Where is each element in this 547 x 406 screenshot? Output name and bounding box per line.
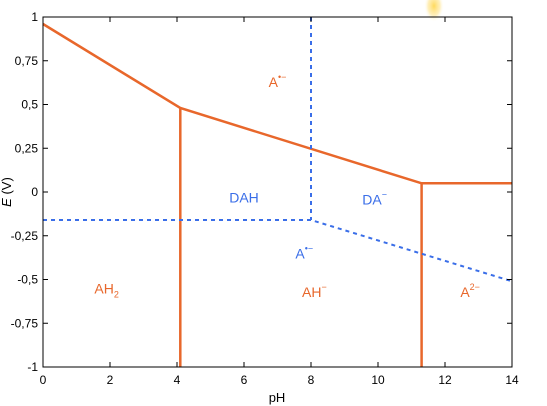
- x-axis-title: pH: [269, 390, 286, 405]
- region-label-4: AH2: [94, 281, 118, 300]
- region-label-0: A•−: [269, 72, 287, 90]
- region-label-2: DA−: [362, 189, 387, 207]
- x-tick-label: 12: [438, 373, 452, 387]
- y-tick-label: 0,25: [15, 141, 39, 155]
- x-tick-label: 2: [107, 373, 114, 387]
- region-label-3: A•−: [295, 244, 313, 262]
- region-label-5: AH−: [302, 282, 327, 300]
- x-tick-label: 14: [505, 373, 519, 387]
- x-tick-label: 6: [241, 373, 248, 387]
- x-tick-label: 0: [40, 373, 47, 387]
- y-tick-label: -0,5: [17, 273, 38, 287]
- y-axis-title: E (V): [0, 177, 14, 207]
- y-tick-label: -0,25: [11, 229, 39, 243]
- y-tick-label: 1: [31, 10, 38, 24]
- y-tick-label: -0,75: [11, 316, 39, 330]
- decorative-glow: [424, 0, 444, 22]
- x-tick-label: 10: [371, 373, 385, 387]
- series-layer: [42, 17, 513, 367]
- axis-ticks: 0 2 4 6 8 10 12 14 1 0,75 0,5 0,25 0 -0,25 -0,5 -0,75 -1: [11, 10, 519, 387]
- region-labels: A•− DAH DA− A•− AH2 AH− A2−: [94, 72, 480, 300]
- x-tick-label: 4: [174, 373, 181, 387]
- region-label-6: A2−: [460, 282, 480, 300]
- y-tick-label: 0,5: [21, 98, 38, 112]
- x-tick-label: 8: [308, 373, 315, 387]
- y-tick-label: 0,75: [15, 54, 39, 68]
- y-tick-label: 0: [31, 185, 38, 199]
- dashed-boundary-3: [43, 219, 513, 283]
- y-tick-label: -1: [27, 360, 38, 374]
- plot-frame: [42, 16, 513, 368]
- region-label-1: DAH: [229, 190, 259, 206]
- solid-boundary-0: [42, 22, 512, 185]
